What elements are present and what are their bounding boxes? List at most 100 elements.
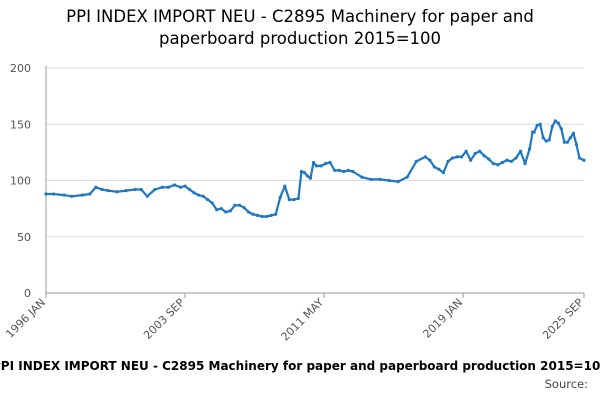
data-point xyxy=(314,164,319,168)
data-point xyxy=(455,155,459,159)
data-point xyxy=(523,162,527,166)
data-point xyxy=(201,194,205,198)
data-point xyxy=(518,149,523,153)
data-point xyxy=(553,119,557,123)
data-point xyxy=(269,213,273,217)
data-point xyxy=(491,162,495,166)
data-point xyxy=(70,194,74,198)
data-point xyxy=(532,130,536,134)
x-tick-label: 2003 SEP xyxy=(141,296,187,342)
data-point xyxy=(482,154,486,158)
data-point xyxy=(550,124,554,129)
data-point xyxy=(153,187,157,192)
data-point xyxy=(187,187,192,192)
data-point xyxy=(106,189,110,193)
data-point xyxy=(450,156,455,160)
data-point xyxy=(571,131,576,135)
data-point xyxy=(351,169,355,174)
data-point xyxy=(219,207,223,211)
data-point xyxy=(568,136,572,140)
y-tick-label: 100 xyxy=(10,175,31,188)
data-point xyxy=(342,169,346,174)
data-point xyxy=(260,214,264,219)
y-tick-label: 150 xyxy=(10,118,31,131)
data-point xyxy=(473,151,477,156)
data-point xyxy=(333,168,337,172)
y-tick-label: 200 xyxy=(10,62,31,75)
data-point xyxy=(396,180,400,184)
data-point xyxy=(206,198,210,202)
data-point xyxy=(538,122,542,126)
data-point xyxy=(346,168,350,172)
data-point xyxy=(228,209,232,213)
data-point xyxy=(292,198,296,202)
data-point xyxy=(145,194,149,198)
data-point xyxy=(296,196,300,201)
data-point xyxy=(305,174,310,178)
data-point xyxy=(308,176,313,180)
data-point xyxy=(265,214,269,219)
data-point xyxy=(80,193,84,197)
series-line xyxy=(44,119,586,218)
data-point xyxy=(428,158,432,162)
data-point xyxy=(509,159,514,163)
data-point xyxy=(414,159,418,163)
data-point xyxy=(496,163,500,167)
data-point xyxy=(432,165,436,169)
chart-title-line-1: PPI INDEX IMPORT NEU - C2895 Machinery f… xyxy=(66,7,534,26)
data-point xyxy=(210,201,214,205)
axes xyxy=(45,66,584,294)
y-axis-ticks: 0 50 100 150 200 xyxy=(10,62,31,300)
data-point xyxy=(469,158,473,162)
data-point xyxy=(94,185,98,189)
chart-title: PPI INDEX IMPORT NEU - C2895 Machinery f… xyxy=(0,6,600,50)
data-point xyxy=(565,140,569,144)
data-point xyxy=(278,195,282,199)
data-point xyxy=(387,178,391,183)
footer-caption: PPI INDEX IMPORT NEU - C2895 Machinery f… xyxy=(0,359,600,373)
data-point xyxy=(246,210,251,214)
data-point xyxy=(233,203,237,207)
data-point xyxy=(527,147,532,151)
data-point xyxy=(478,149,482,153)
data-point xyxy=(242,205,246,210)
data-point xyxy=(166,185,171,189)
x-axis-ticks: 1996 JAN 2003 SEP 2011 MAY 2019 JAN 2025 SEP xyxy=(3,293,586,344)
data-point xyxy=(574,142,579,147)
data-point xyxy=(562,140,566,144)
data-point xyxy=(423,155,427,159)
data-point xyxy=(559,127,563,131)
data-point xyxy=(255,213,260,217)
data-point xyxy=(500,160,504,165)
data-point xyxy=(283,184,287,188)
data-point xyxy=(541,136,545,140)
data-point xyxy=(139,187,143,192)
data-point xyxy=(237,203,242,207)
data-point xyxy=(302,171,307,175)
x-tick-label: 2011 MAY xyxy=(279,296,327,344)
data-point xyxy=(369,177,373,181)
data-point xyxy=(319,164,323,168)
data-point xyxy=(582,158,586,162)
data-point xyxy=(577,156,582,160)
data-point xyxy=(251,212,255,216)
data-point xyxy=(178,185,183,189)
data-point xyxy=(311,160,316,165)
data-point xyxy=(441,171,446,175)
x-tick-label: 1996 JAN xyxy=(3,296,48,341)
data-point xyxy=(44,192,48,196)
data-point xyxy=(535,123,539,127)
data-point xyxy=(88,192,92,196)
data-point xyxy=(124,189,128,193)
data-point xyxy=(547,138,551,142)
data-point xyxy=(328,160,332,165)
data-point xyxy=(215,208,219,212)
footer-source: Source: xyxy=(544,377,588,391)
gridlines xyxy=(46,67,584,238)
data-point xyxy=(514,156,518,160)
data-point xyxy=(287,198,291,202)
x-tick-label: 2025 SEP xyxy=(540,296,586,342)
y-tick-label: 50 xyxy=(17,231,31,244)
data-point xyxy=(464,149,468,153)
data-point xyxy=(62,193,66,197)
